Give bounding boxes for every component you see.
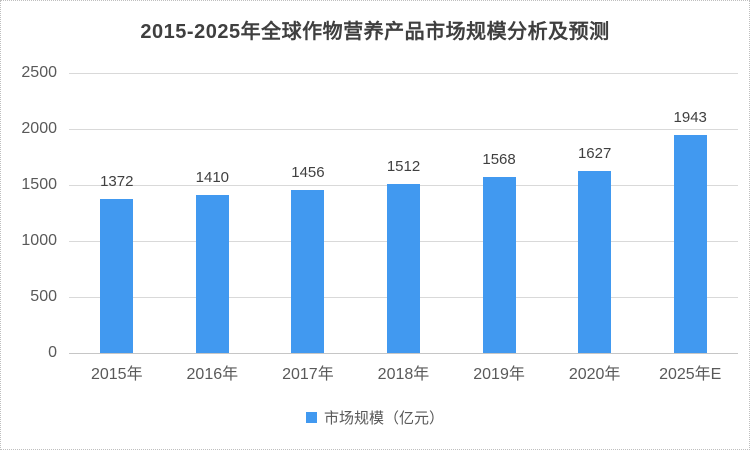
x-axis-label: 2020年 <box>568 366 621 383</box>
x-axis-label: 2025年E <box>659 366 722 383</box>
bar-value-label: 1456 <box>291 163 325 181</box>
legend: 市场规模（亿元） <box>1 407 749 428</box>
y-axis-label: 2500 <box>21 64 57 81</box>
x-axis-label: 2016年 <box>186 366 239 383</box>
y-axis-label: 1500 <box>21 176 57 193</box>
y-axis-label: 1000 <box>21 232 57 249</box>
bar <box>291 189 325 353</box>
legend-swatch <box>305 412 317 423</box>
bar-value-label: 1568 <box>482 151 516 169</box>
bar-value-label: 1943 <box>673 109 707 127</box>
x-axis-label: 2015年 <box>90 366 143 383</box>
gridline <box>69 129 738 130</box>
bar-value-label: 1627 <box>577 144 612 162</box>
bar <box>482 177 516 353</box>
bar <box>673 135 707 353</box>
plot-area: 0 500 1000 1500 2000 2500 1372 2015年 1410 2016年 14… <box>21 65 738 383</box>
y-axis-label: 2000 <box>21 120 57 137</box>
x-axis-line <box>69 353 738 354</box>
x-axis-label: 2017年 <box>282 366 334 383</box>
bar <box>195 195 229 353</box>
gridline <box>69 73 738 74</box>
y-axis-label: 0 <box>48 344 57 361</box>
chart-title: 2015-2025年全球作物营养产品市场规模分析及预测 <box>140 21 610 43</box>
bar <box>387 183 420 353</box>
bar-value-label: 1512 <box>386 157 421 175</box>
bar-value-label: 1410 <box>195 169 230 187</box>
bar-value-label: 1372 <box>100 173 134 191</box>
bar <box>100 199 134 353</box>
x-axis-label: 2019年 <box>473 366 525 383</box>
bar <box>578 170 612 353</box>
legend-label: 市场规模（亿元） <box>323 410 444 427</box>
y-axis-label: 500 <box>30 288 57 305</box>
x-axis-label: 2018年 <box>377 366 430 383</box>
